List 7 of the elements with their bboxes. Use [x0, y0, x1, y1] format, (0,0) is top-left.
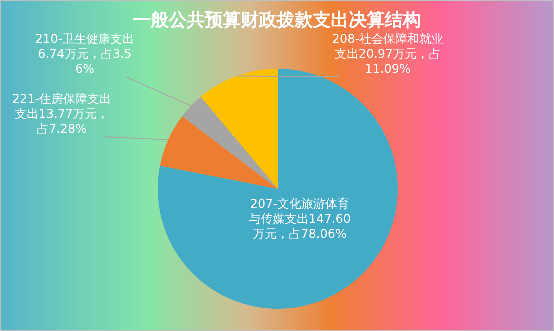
pie-slice: [160, 116, 278, 189]
slice-label: 208-社会保障和就业支出20.97万元，占11.09%: [332, 32, 444, 76]
pie-slice: [200, 69, 278, 189]
slice-label: 207-文化旅游体育与传媒支出147.60万元，占78.06%: [249, 197, 351, 241]
chart-title: 一般公共预算财政拨款支出决算结构: [133, 10, 421, 31]
slice-label: 221-住房保障支出支出13.77万元，占7.28%: [12, 92, 112, 136]
slice-label: 210-卫生健康支出6.74万元，占3.56%: [35, 32, 135, 76]
